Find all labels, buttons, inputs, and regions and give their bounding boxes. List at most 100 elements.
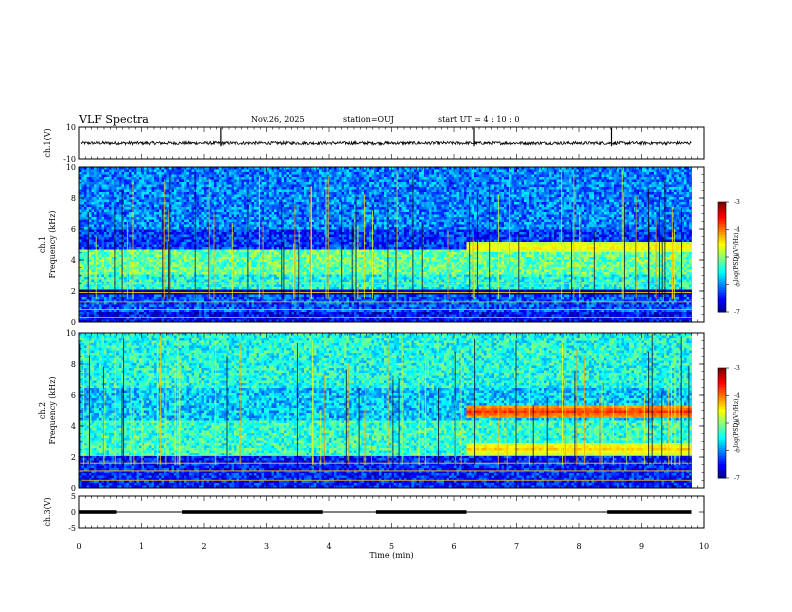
ch1-spectrogram-cell xyxy=(157,267,160,270)
ch1-spectrogram-cell xyxy=(97,297,100,300)
ch1-spectrogram-cell xyxy=(244,245,247,248)
ch1-spectrogram-cell xyxy=(137,172,140,175)
ch1-spectrogram-cell xyxy=(92,272,95,275)
ch1-spectrogram-cell xyxy=(182,227,185,230)
ch1-spectrogram-cell xyxy=(124,267,127,270)
ch1-spectrogram-cell xyxy=(264,277,267,280)
ch1-spectrogram-cell xyxy=(247,170,250,173)
ch1-spectrogram-cell xyxy=(172,217,175,220)
ch1-spectrogram-cell xyxy=(177,212,180,215)
ch1-spectrogram-cell xyxy=(224,250,227,253)
ch1-spectrogram-cell xyxy=(134,277,137,280)
ch1-spectrogram-cell xyxy=(169,305,172,308)
ch1-spectrogram-cell xyxy=(122,182,125,185)
ch1-spectrogram-cell xyxy=(182,192,185,195)
ch1-spectrogram-cell xyxy=(159,297,162,300)
ch1-spectrogram-cell xyxy=(174,315,177,318)
ch1-spectrogram-cell xyxy=(137,205,140,208)
ch1-spectrogram-cell xyxy=(92,230,95,233)
ch1-spectrogram-cell xyxy=(232,212,235,215)
ch1-spectrogram-cell xyxy=(249,280,252,283)
ch1-spectrogram-cell xyxy=(139,270,142,273)
ch1-spectrogram-cell xyxy=(234,215,237,218)
ch1-spectrogram-cell xyxy=(242,205,245,208)
ch1-spectrogram-cell xyxy=(117,252,120,255)
ch1-spectrogram-cell xyxy=(117,205,120,208)
ch1-spectrogram-cell xyxy=(154,315,157,318)
ch1-spectrogram-cell xyxy=(269,257,272,260)
ch1-spectrogram-cell xyxy=(239,172,242,175)
ch1-spectrogram-cell xyxy=(99,177,102,180)
ch1-spectrogram-cell xyxy=(134,182,137,185)
ch1-spectrogram-cell xyxy=(109,247,112,250)
ch1-spectrogram-cell xyxy=(219,255,222,258)
ch1-spectrogram-cell xyxy=(129,285,132,288)
ch1-spectrogram-cell xyxy=(89,302,92,305)
ch1-spectrogram-cell xyxy=(269,285,272,288)
ch1-spectrogram-cell xyxy=(222,250,225,253)
ch1-spectrogram-cell xyxy=(212,187,215,190)
ch1-spectrogram-cell xyxy=(237,257,240,260)
ch1-spectrogram-cell xyxy=(162,177,165,180)
ch1-spectrogram-cell xyxy=(184,210,187,213)
ch1-spectrogram-cell xyxy=(99,275,102,278)
ch1-spectrogram-cell xyxy=(204,180,207,183)
ch1-spectrogram-cell xyxy=(189,177,192,180)
ch1-spectrogram-cell xyxy=(94,195,97,198)
ch1-spectrogram-cell xyxy=(202,285,205,288)
ch1-spectrogram-cell xyxy=(174,265,177,268)
ch1-spectrogram-cell xyxy=(109,190,112,193)
ch1-spectrogram-cell xyxy=(157,215,160,218)
ch1-spectrogram-cell xyxy=(179,285,182,288)
ch1-spectrogram-cell xyxy=(217,202,220,205)
ch1-spectrogram-cell xyxy=(92,275,95,278)
ch1-spectrogram-cell xyxy=(97,195,100,198)
ch1-spectrogram-cell xyxy=(239,315,242,318)
ch1-spectrogram-cell xyxy=(107,195,110,198)
ch1-spectrogram-cell xyxy=(174,252,177,255)
ch1-spectrogram-cell xyxy=(217,175,220,178)
ch1-spectrogram-cell xyxy=(252,187,255,190)
ch1-spectrogram-cell xyxy=(124,257,127,260)
ch1-spectrogram-cell xyxy=(187,177,190,180)
ch1-spectrogram-cell xyxy=(129,227,132,230)
ch1-spectrogram-cell xyxy=(84,242,87,245)
ch1-spectrogram-cell xyxy=(237,237,240,240)
ch1-spectrogram-cell xyxy=(269,237,272,240)
ch1-spectrogram-cell xyxy=(269,245,272,248)
ch1-spectrogram-cell xyxy=(174,255,177,258)
ch1-spectrogram-cell xyxy=(107,170,110,173)
ch1-spectrogram-cell xyxy=(222,215,225,218)
ch1-spectrogram-cell xyxy=(222,272,225,275)
ch1-spectrogram-cell xyxy=(174,187,177,190)
ch1-spectrogram-cell xyxy=(124,207,127,210)
ch1-spectrogram-cell xyxy=(197,255,200,258)
ch1-spectrogram-cell xyxy=(172,277,175,280)
ch1-spectrogram-cell xyxy=(194,315,197,318)
ch1-spectrogram-cell xyxy=(159,195,162,198)
ch1-spectrogram-cell xyxy=(92,192,95,195)
ch1-spectrogram-cell xyxy=(227,267,230,270)
ch1-spectrogram-cell xyxy=(127,190,130,193)
ch1-spectrogram-cell xyxy=(137,215,140,218)
ch1-spectrogram-cell xyxy=(107,197,110,200)
ch1-spectrogram-cell xyxy=(202,212,205,215)
ch1-spectrogram-cell xyxy=(189,242,192,245)
ch1-spectrogram-cell xyxy=(102,177,105,180)
ch1-spectrogram-cell xyxy=(209,305,212,308)
ch1-spectrogram-cell xyxy=(212,197,215,200)
ch1-spectrogram-cell xyxy=(92,277,95,280)
ch1-spectrogram-cell xyxy=(234,315,237,318)
ch1-spectrogram-cell xyxy=(84,170,87,173)
ch1-spectrogram-cell xyxy=(99,205,102,208)
ch1-spectrogram-cell xyxy=(144,175,147,178)
ch1-spectrogram-cell xyxy=(82,217,85,220)
ch1-spectrogram-cell xyxy=(244,290,247,293)
ch1-spectrogram-cell xyxy=(82,252,85,255)
ch1-spectrogram-cell xyxy=(114,230,117,233)
ch1-spectrogram-cell xyxy=(179,220,182,223)
ch1-spectrogram-cell xyxy=(242,230,245,233)
ch1-spectrogram-cell xyxy=(267,230,270,233)
ch1-spectrogram-cell xyxy=(199,185,202,188)
ch1-spectrogram-cell xyxy=(134,295,137,298)
